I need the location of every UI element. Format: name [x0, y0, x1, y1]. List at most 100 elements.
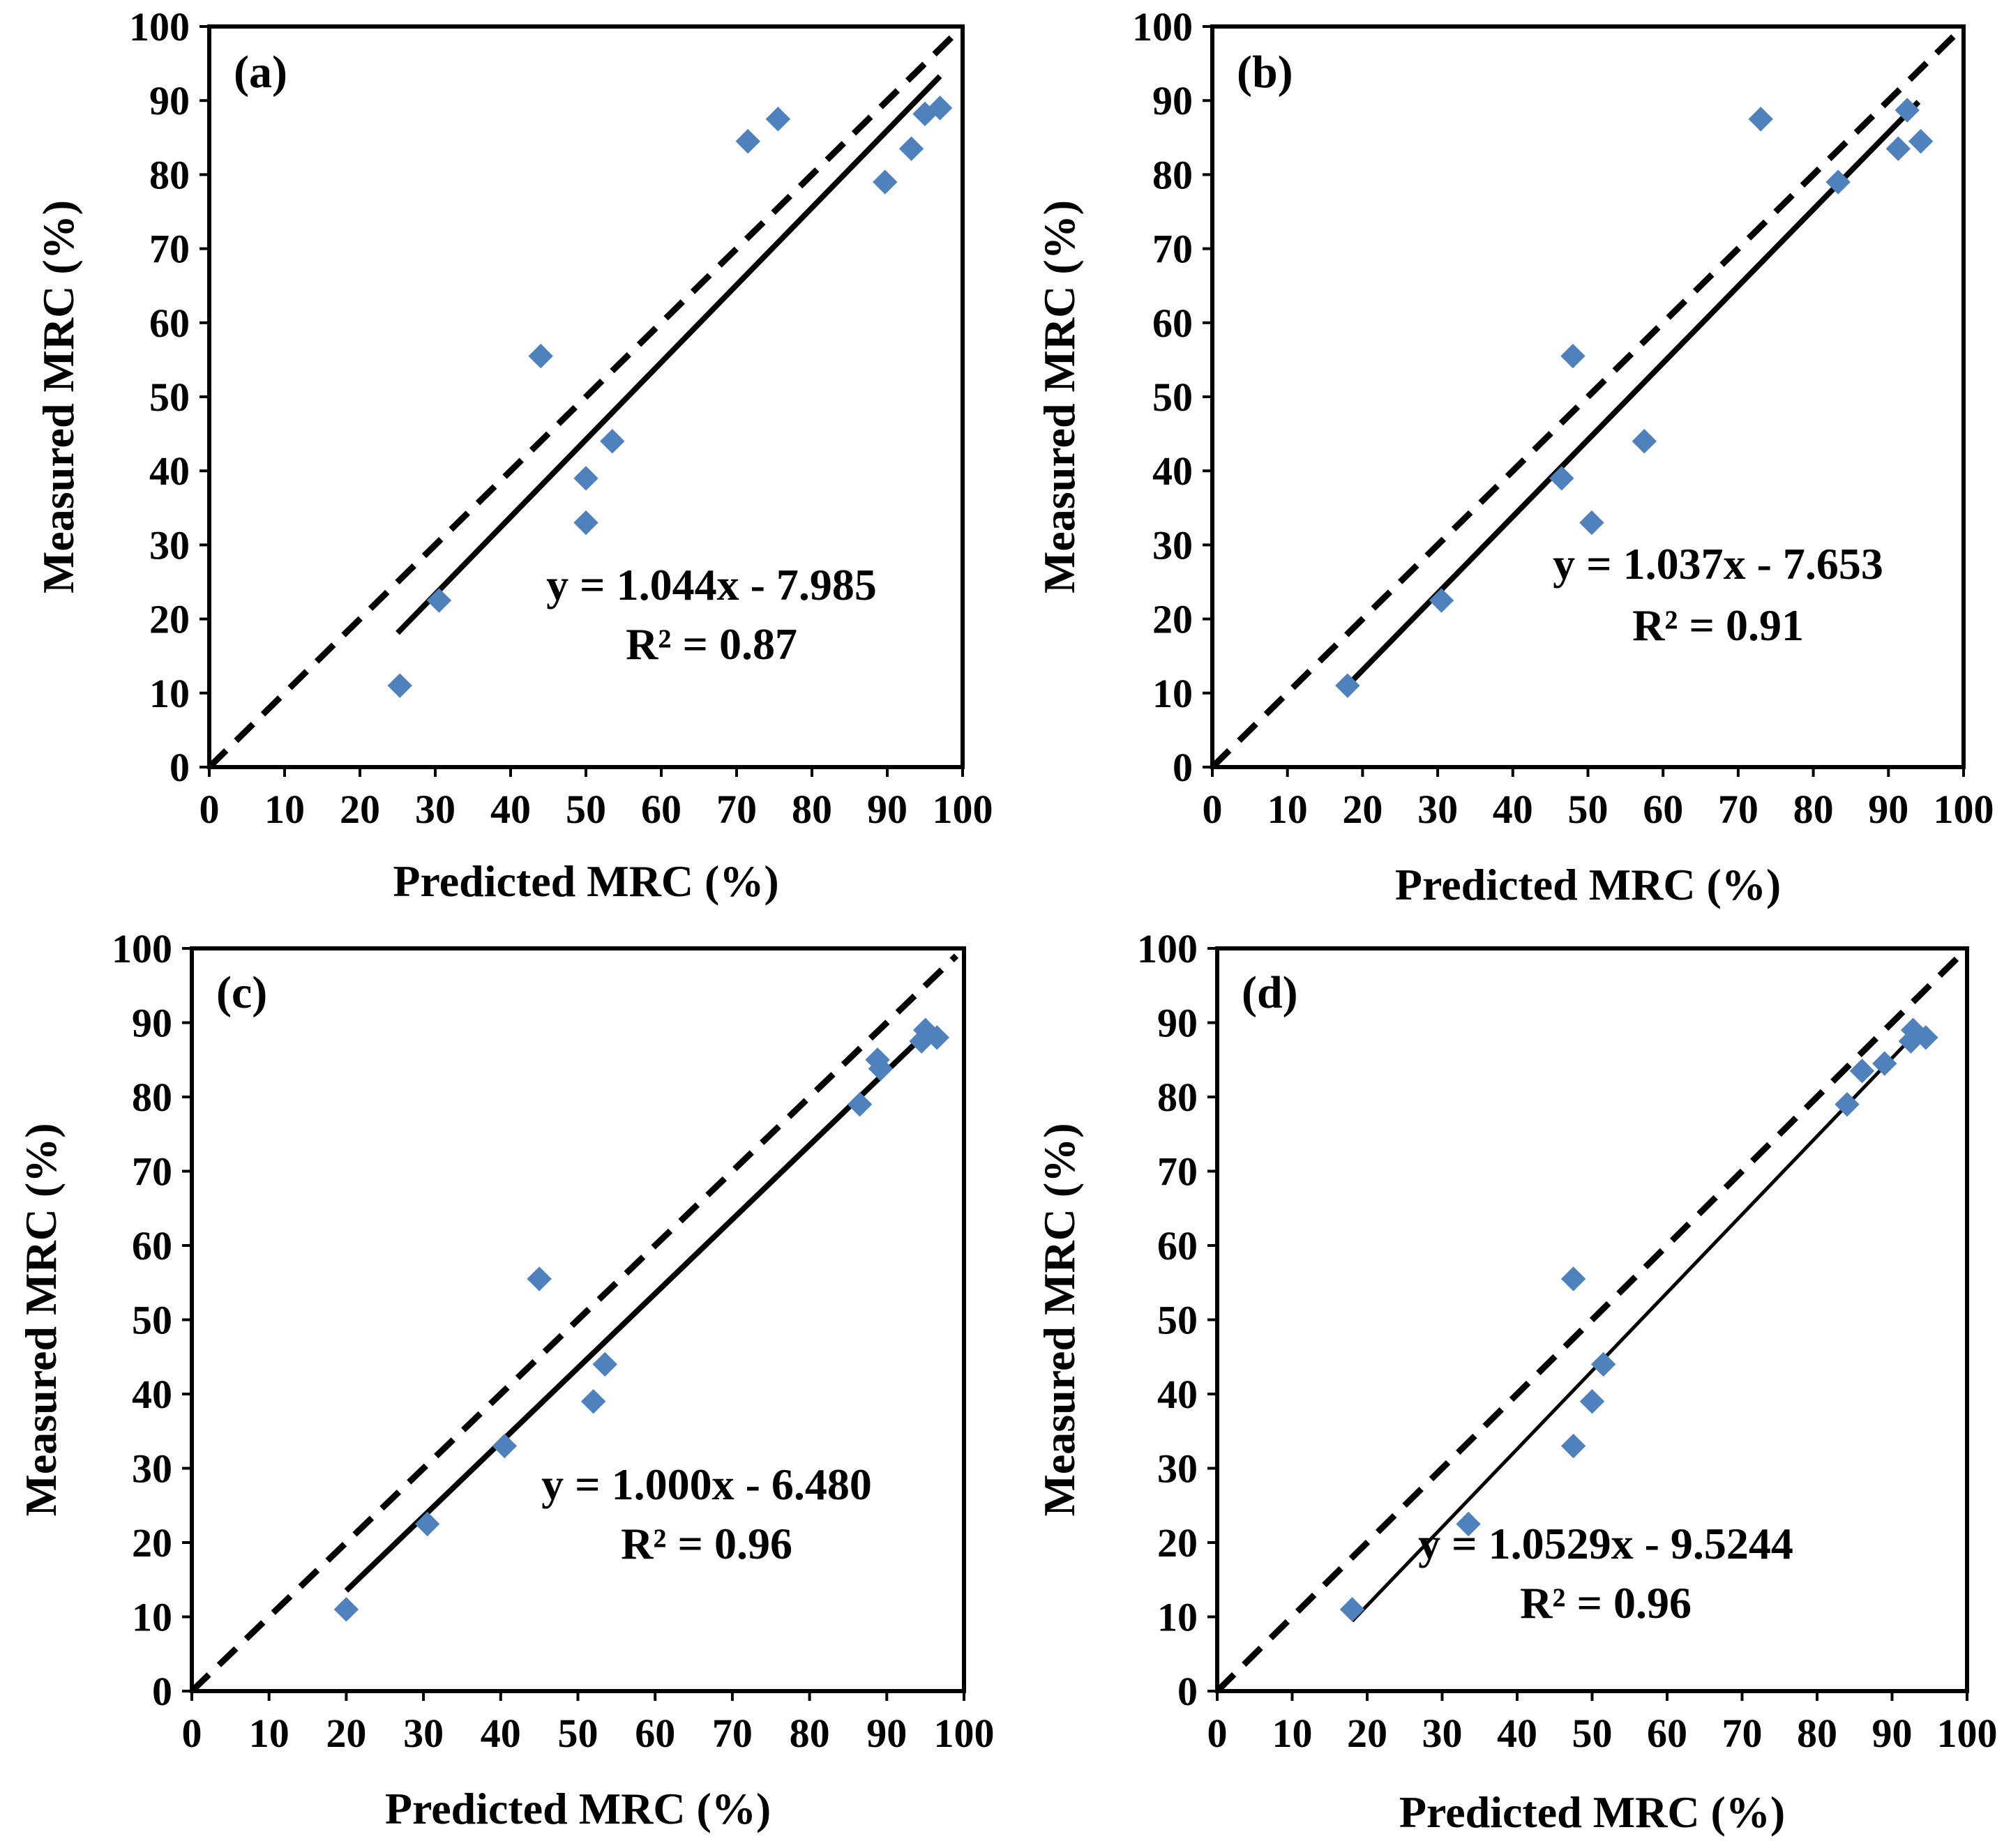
data-point: [333, 1597, 359, 1622]
data-point: [1835, 1091, 1860, 1117]
y-tick-label: 80: [132, 1075, 172, 1120]
regression-equation: y = 1.0529x - 9.5244: [1418, 1519, 1793, 1568]
y-tick-label: 20: [149, 597, 190, 642]
data-point: [924, 1025, 949, 1050]
y-tick-label: 70: [1157, 1149, 1198, 1195]
x-tick-label: 70: [716, 787, 757, 832]
x-tick-label: 40: [481, 1711, 521, 1756]
x-tick-label: 20: [1347, 1711, 1387, 1756]
one-to-one-line: [189, 953, 959, 1694]
data-point: [1632, 429, 1657, 454]
data-point: [1429, 588, 1454, 613]
x-tick-label: 80: [790, 1711, 830, 1756]
regression-line: [1346, 100, 1921, 688]
y-tick-label: 30: [1157, 1446, 1198, 1492]
data-point: [1825, 169, 1851, 195]
x-tick-label: 70: [1722, 1711, 1763, 1756]
x-axis-title: Predicted MRC (%): [393, 856, 778, 906]
data-point: [414, 1511, 440, 1537]
x-tick-label: 10: [264, 787, 305, 832]
y-axis-title: Measured MRC (%): [33, 200, 83, 593]
y-tick-label: 60: [1152, 301, 1193, 346]
y-tick-label: 40: [1152, 448, 1193, 494]
y-tick-label: 60: [132, 1223, 172, 1268]
y-tick-label: 90: [1152, 78, 1193, 123]
y-tick-label: 80: [1152, 152, 1193, 197]
y-tick-label: 40: [132, 1372, 172, 1417]
data-point: [1908, 128, 1934, 154]
data-point: [573, 466, 598, 491]
y-tick-label: 0: [152, 1669, 172, 1714]
chart-panel-4: 0 10 20 30 40 50 60 70 80 90 100 0 10 20 30 40 50 60 70 80 9…: [1034, 926, 1998, 1837]
r-squared: R² = 0.87: [626, 619, 797, 669]
data-point: [1560, 1433, 1586, 1459]
r-squared: R² = 0.96: [1520, 1578, 1692, 1628]
x-tick-label: 10: [1267, 787, 1308, 832]
y-tick-label: 10: [1152, 671, 1193, 716]
y-tick-label: 70: [1152, 227, 1193, 272]
y-tick-label: 40: [1157, 1372, 1198, 1417]
y-tick-label: 100: [129, 4, 190, 50]
y-tick-label: 100: [112, 926, 172, 971]
y-tick-label: 70: [132, 1149, 172, 1195]
data-point: [1560, 1266, 1586, 1292]
data-point: [492, 1433, 518, 1459]
x-axis-title: Predicted MRC (%): [1395, 860, 1781, 909]
data-point: [898, 136, 924, 161]
x-tick-label: 50: [558, 1711, 598, 1756]
data-point: [1560, 343, 1586, 369]
y-tick-label: 90: [1157, 1001, 1198, 1046]
x-tick-label: 60: [641, 787, 681, 832]
regression-equation: y = 1.044x - 7.985: [546, 560, 877, 609]
y-tick-label: 20: [1152, 597, 1193, 642]
y-tick-label: 50: [132, 1298, 172, 1343]
x-tick-label: 20: [340, 787, 380, 832]
data-point: [527, 1266, 552, 1292]
y-tick-label: 50: [1152, 374, 1193, 420]
data-point: [868, 1056, 894, 1082]
data-point: [1748, 107, 1773, 132]
regression-line: [396, 74, 942, 635]
y-tick-label: 20: [132, 1520, 172, 1566]
data-point: [528, 343, 553, 369]
y-tick-label: 0: [1177, 1669, 1198, 1714]
regression-line: [344, 1024, 935, 1593]
data-point: [573, 510, 598, 536]
y-tick-label: 50: [149, 374, 190, 420]
panel-label: (a): [234, 47, 287, 98]
data-point: [592, 1351, 617, 1377]
data-point: [1872, 1051, 1897, 1076]
x-tick-label: 30: [1417, 787, 1458, 832]
data-point: [1549, 466, 1574, 491]
data-point: [927, 96, 953, 121]
data-point: [1590, 1351, 1616, 1377]
chart-panel-1: 0 10 20 30 40 50 60 70 80 90 100 0 10 20 30 40 50 60 70 80 9…: [33, 4, 993, 906]
data-point: [873, 169, 898, 195]
y-tick-label: 50: [1157, 1298, 1198, 1343]
y-tick-label: 10: [1157, 1595, 1198, 1640]
y-tick-label: 40: [149, 448, 190, 494]
x-tick-label: 100: [933, 787, 993, 832]
y-axis-title: Measured MRC (%): [1034, 1123, 1084, 1516]
y-tick-label: 30: [132, 1446, 172, 1492]
y-tick-label: 100: [1137, 926, 1198, 971]
x-tick-label: 40: [490, 787, 531, 832]
r-squared: R² = 0.91: [1632, 600, 1804, 650]
x-tick-label: 60: [1647, 1711, 1687, 1756]
x-tick-label: 50: [1572, 1711, 1613, 1756]
data-point: [847, 1091, 873, 1117]
regression-line: [1350, 1025, 1924, 1623]
x-tick-label: 30: [403, 1711, 444, 1756]
x-tick-label: 0: [1207, 1711, 1228, 1756]
data-point: [1885, 136, 1911, 161]
y-tick-label: 90: [132, 1001, 172, 1046]
x-tick-label: 90: [1872, 1711, 1913, 1756]
x-tick-label: 60: [635, 1711, 675, 1756]
x-tick-label: 90: [867, 787, 907, 832]
panel-label: (d): [1242, 967, 1298, 1018]
y-tick-label: 80: [149, 152, 190, 197]
data-point: [1849, 1059, 1875, 1084]
x-tick-label: 100: [1937, 1711, 1998, 1756]
x-tick-label: 30: [1422, 1711, 1463, 1756]
